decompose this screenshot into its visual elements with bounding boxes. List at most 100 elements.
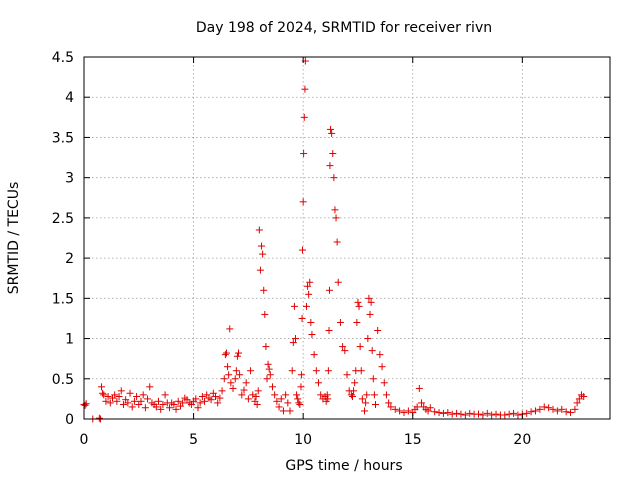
data-point [240, 386, 248, 394]
data-point [261, 310, 269, 318]
data-point [492, 410, 500, 418]
data-point [297, 383, 305, 391]
data-point [232, 367, 240, 375]
data-point [300, 150, 308, 158]
data-point [242, 379, 250, 387]
data-point [396, 407, 404, 415]
data-point [312, 367, 320, 375]
data-point [457, 410, 465, 418]
data-point [275, 403, 283, 411]
data-point [126, 389, 134, 397]
data-point [159, 401, 167, 409]
y-tick-label: 0 [65, 412, 74, 428]
data-point [111, 391, 119, 399]
data-point [310, 351, 318, 359]
data-points [80, 57, 588, 423]
data-point [233, 352, 241, 360]
data-point [371, 401, 379, 409]
data-point [391, 405, 399, 413]
data-point [536, 405, 544, 413]
data-point [226, 325, 234, 333]
data-point [298, 314, 306, 322]
data-point [483, 409, 491, 417]
data-point [229, 384, 237, 392]
data-point [139, 391, 147, 399]
data-point [236, 371, 244, 379]
y-tick-label: 2.5 [52, 211, 74, 227]
data-point [174, 397, 182, 405]
y-tick-label: 3 [65, 171, 74, 187]
data-point [348, 392, 356, 400]
data-point [300, 113, 308, 121]
data-point [488, 411, 496, 419]
data-point [137, 397, 145, 405]
data-point [249, 391, 257, 399]
data-point [505, 410, 513, 418]
data-point [222, 349, 230, 357]
data-point [341, 347, 349, 355]
data-point [161, 391, 169, 399]
data-point [347, 391, 355, 399]
data-point [196, 399, 204, 407]
data-point [100, 391, 108, 399]
data-point [157, 405, 165, 413]
data-point [238, 391, 246, 399]
data-point [198, 392, 206, 400]
data-point [258, 242, 266, 250]
data-point [378, 363, 386, 371]
data-point [380, 379, 388, 387]
data-point [308, 331, 316, 339]
data-point [214, 399, 222, 407]
data-point [333, 238, 341, 246]
data-point [350, 387, 358, 395]
data-point [81, 401, 89, 409]
data-point [415, 384, 423, 392]
plot-frame [83, 56, 611, 420]
data-point [295, 399, 303, 407]
y-tick-label: 4.5 [52, 50, 74, 66]
y-tick-label: 1 [65, 332, 74, 348]
data-point [357, 367, 365, 375]
data-point [288, 367, 296, 375]
data-point [133, 392, 141, 400]
data-point [144, 395, 152, 403]
data-point [545, 404, 553, 412]
data-point [353, 318, 361, 326]
data-point [382, 391, 390, 399]
data-point [220, 375, 228, 383]
data-point [363, 391, 371, 399]
data-point [523, 409, 531, 417]
data-point [328, 129, 336, 137]
data-point [327, 125, 335, 133]
data-point [264, 360, 272, 368]
data-point [501, 411, 509, 419]
data-point [365, 294, 373, 302]
data-point [475, 410, 482, 418]
data-point [155, 397, 163, 405]
data-point [413, 403, 421, 411]
data-point [367, 298, 375, 306]
data-point [514, 411, 522, 419]
data-point [277, 395, 285, 403]
data-point [364, 335, 372, 343]
data-point [201, 397, 209, 405]
data-point [256, 266, 264, 274]
data-point [354, 298, 362, 306]
data-point [575, 395, 583, 403]
data-point [299, 198, 307, 206]
data-point [385, 399, 393, 407]
data-point [461, 411, 469, 419]
data-point [404, 407, 412, 415]
data-point [212, 392, 219, 400]
data-point [218, 387, 226, 395]
data-point [227, 379, 235, 387]
data-point [265, 365, 273, 373]
data-point [307, 318, 315, 326]
data-point [527, 408, 535, 416]
data-point [339, 343, 347, 351]
data-point [170, 401, 178, 409]
data-point [225, 371, 233, 379]
data-point [216, 394, 224, 402]
y-tick-label: 4 [65, 90, 74, 106]
